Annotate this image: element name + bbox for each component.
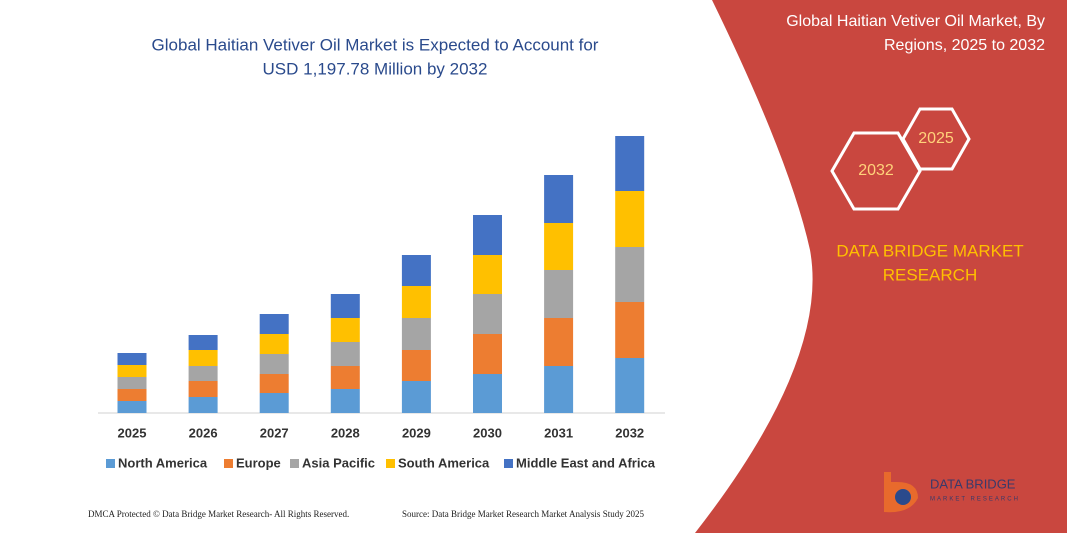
side-title: Regions, 2025 to 2032 <box>884 37 1045 54</box>
hexagon <box>901 107 971 171</box>
bar-segment <box>615 136 645 191</box>
bar-segment <box>259 374 289 393</box>
bar-segment <box>473 255 502 294</box>
bar-segment <box>188 335 218 350</box>
side-title: Global Haitian Vetiver Oil Market, By <box>786 13 1045 30</box>
side-panel <box>695 0 1067 533</box>
bar-segment <box>259 314 289 334</box>
x-tick-label: 2031 <box>544 425 573 440</box>
bar-segment <box>473 294 502 334</box>
bar-segment <box>259 354 289 374</box>
logo-icon <box>895 489 911 505</box>
bar-segment <box>473 374 502 413</box>
hexagon-label: 2032 <box>858 162 894 179</box>
bar-segment <box>117 401 147 413</box>
bar-segment <box>330 366 360 389</box>
bar-segment <box>401 318 431 350</box>
bar-segment <box>330 318 360 342</box>
footer-right: Source: Data Bridge Market Research Mark… <box>402 509 644 519</box>
bar-segment <box>401 286 431 318</box>
legend-swatch <box>386 459 395 468</box>
bar-segment <box>615 247 645 302</box>
bar-segment <box>330 294 360 318</box>
bar-segment <box>615 302 645 358</box>
x-tick-label: 2027 <box>260 425 289 440</box>
bar-segment <box>259 393 289 413</box>
bar-segment <box>544 175 574 223</box>
bar-segment <box>473 215 502 255</box>
bar-segment <box>117 365 147 377</box>
legend-label: North America <box>118 455 208 470</box>
bar-segment <box>117 389 147 401</box>
x-tick-label: 2028 <box>331 425 360 440</box>
bar-segment <box>188 397 218 413</box>
bar-segment <box>615 358 645 413</box>
bar-segment <box>117 377 147 389</box>
bar-segment <box>330 389 360 413</box>
x-tick-label: 2030 <box>473 425 502 440</box>
bar-segment <box>188 350 218 366</box>
hexagon-label: 2025 <box>918 130 954 147</box>
bar-segment <box>330 342 360 366</box>
chart-title: USD 1,197.78 Million by 2032 <box>263 59 488 78</box>
footer-left: DMCA Protected © Data Bridge Market Rese… <box>88 509 349 519</box>
logo-tagline: MARKET RESEARCH <box>930 497 1020 503</box>
bar-segment <box>544 366 574 413</box>
legend-label: Europe <box>236 455 281 470</box>
bar-segment <box>259 334 289 354</box>
x-tick-label: 2029 <box>402 425 431 440</box>
bar-segment <box>188 366 218 381</box>
bar-segment <box>401 381 431 413</box>
chart-title: Global Haitian Vetiver Oil Market is Exp… <box>152 35 599 54</box>
bar-segment <box>401 350 431 381</box>
legend-label: Asia Pacific <box>302 455 375 470</box>
legend-label: Middle East and Africa <box>516 455 656 470</box>
legend-swatch <box>224 459 233 468</box>
bar-segment <box>401 255 431 286</box>
bar-segment <box>544 270 574 318</box>
legend-swatch <box>106 459 115 468</box>
bar-segment <box>615 191 645 247</box>
logo: DATA BRIDGE MARKET RESEARCH <box>884 472 1020 513</box>
bar-segment <box>544 318 574 366</box>
logo-name: DATA BRIDGE <box>930 476 1016 491</box>
x-tick-label: 2025 <box>118 425 147 440</box>
x-tick-label: 2032 <box>615 425 644 440</box>
bar-segment <box>188 381 218 397</box>
bar-segment <box>544 223 574 270</box>
brand-text: DATA BRIDGE MARKET <box>836 241 1023 260</box>
legend-label: South America <box>398 455 490 470</box>
hexagon <box>830 131 922 211</box>
legend-swatch <box>504 459 513 468</box>
legend-swatch <box>290 459 299 468</box>
x-tick-label: 2026 <box>189 425 218 440</box>
brand-text: RESEARCH <box>883 265 977 284</box>
bar-segment <box>473 334 502 374</box>
bar-segment <box>117 353 147 365</box>
